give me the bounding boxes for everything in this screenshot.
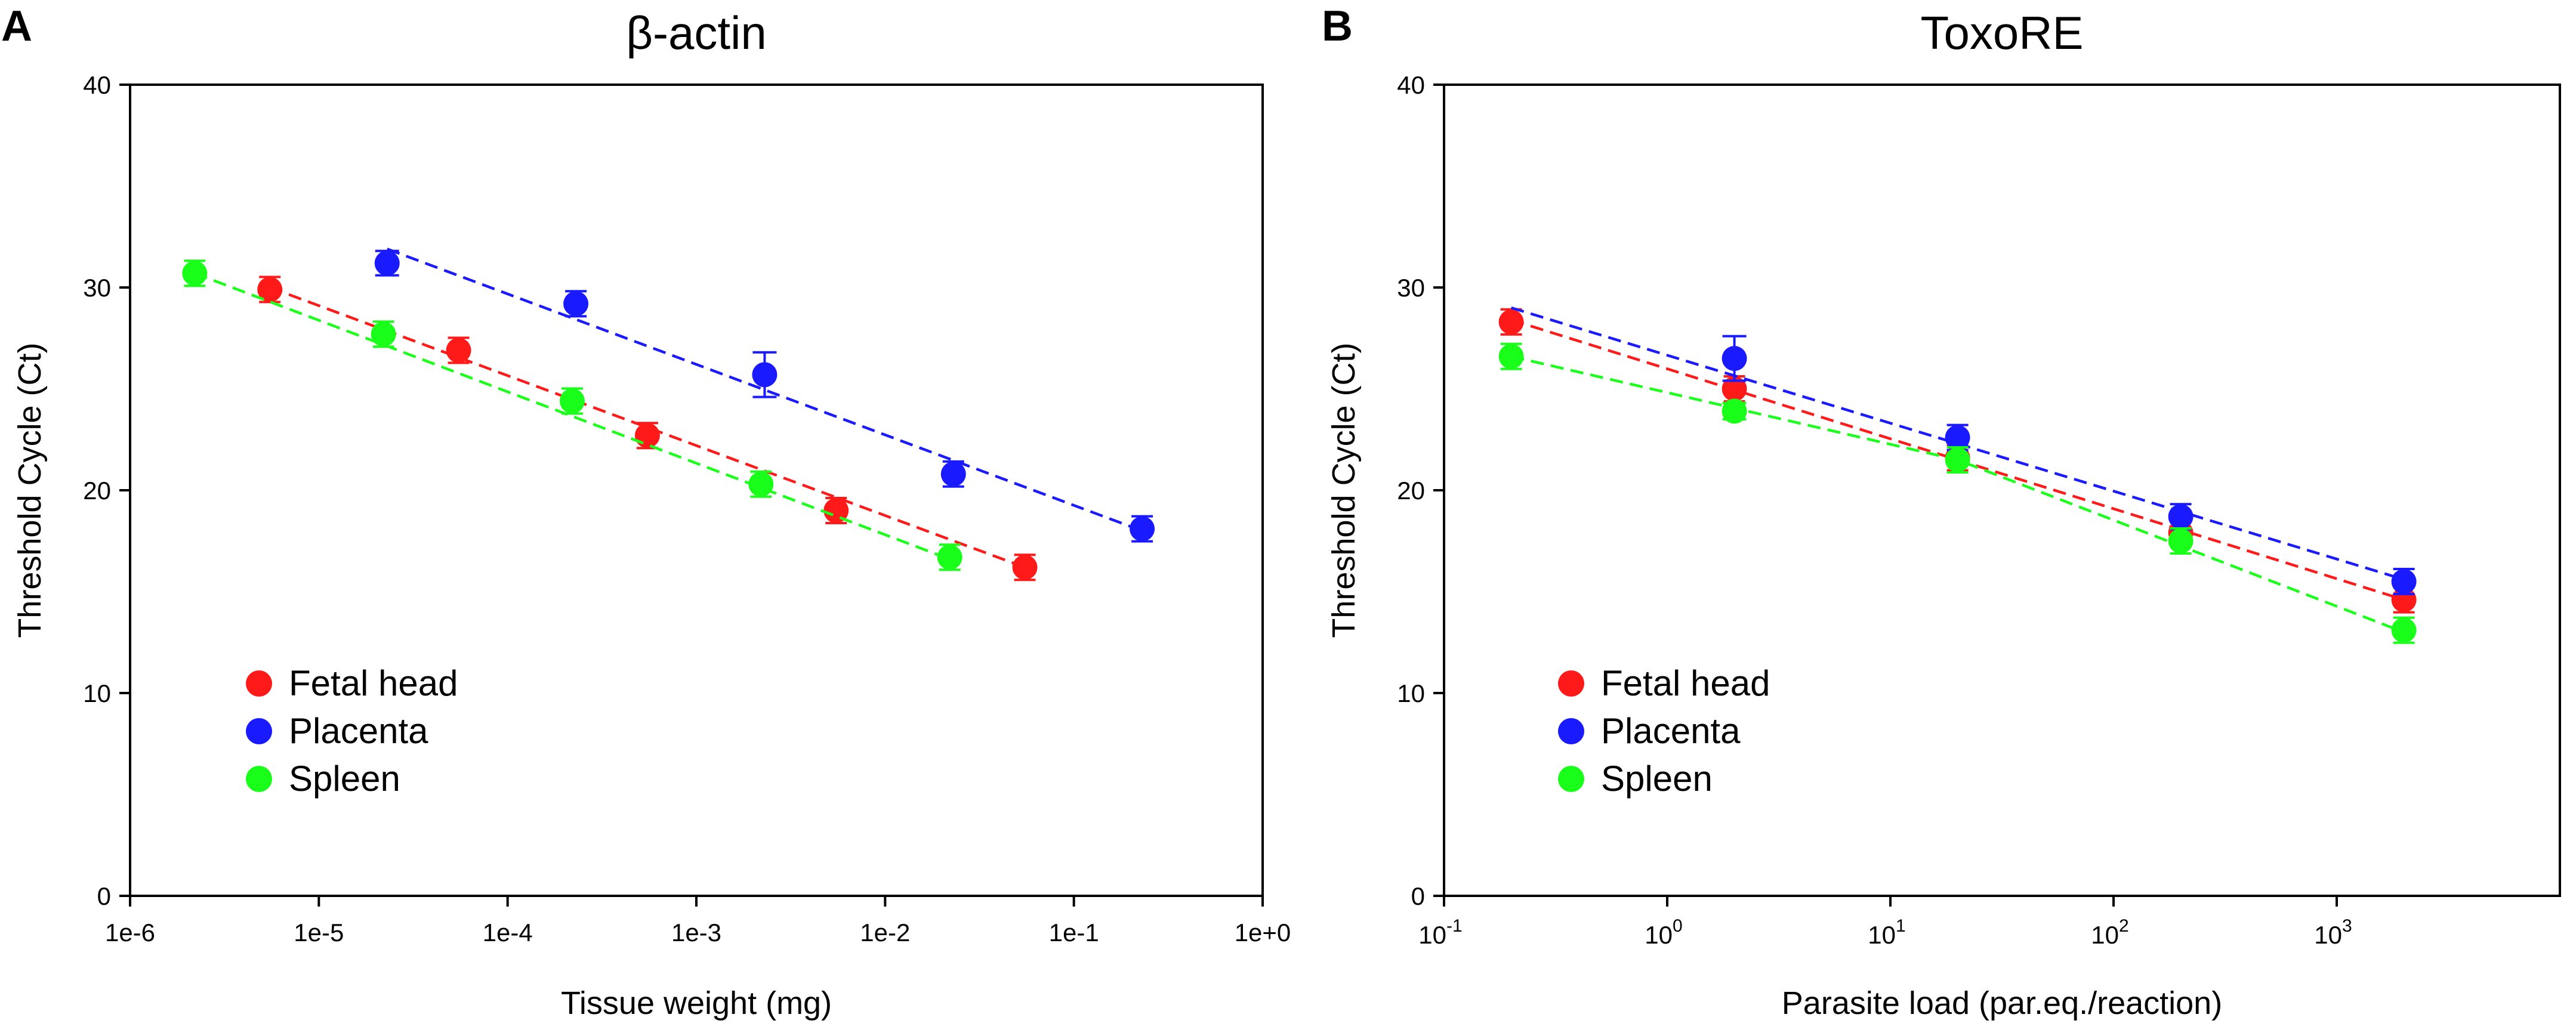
y-tick-label: 20 — [83, 477, 111, 505]
data-point — [257, 277, 283, 302]
legend-marker — [246, 670, 272, 697]
data-point — [937, 545, 962, 570]
legend-marker — [1558, 670, 1584, 697]
x-tick-label: 1e-3 — [671, 919, 721, 947]
x-tick-label: 103 — [2314, 916, 2352, 949]
legend-marker — [246, 718, 272, 744]
fit-line — [1510, 306, 2405, 581]
data-point — [1722, 376, 1747, 401]
x-axis-label: Tissue weight (mg) — [561, 985, 832, 1021]
panel-b: B ToxoRE 0 10 20 30 40 10-1 100 101 102 103 Parasit… — [1322, 2, 2561, 1021]
legend-marker — [246, 766, 272, 792]
data-point — [446, 338, 471, 363]
data-point — [752, 362, 778, 388]
data-point — [1945, 447, 1970, 472]
series-placenta — [374, 248, 1155, 543]
data-point — [1130, 516, 1155, 542]
x-tick-label: 1e-1 — [1049, 919, 1099, 947]
y-tick-label: 40 — [1397, 71, 1425, 99]
x-tick-label: 102 — [2091, 916, 2128, 949]
x-tick-label: 1e-2 — [860, 919, 910, 947]
x-tick-label: 1e-5 — [294, 919, 344, 947]
legend-label: Fetal head — [1601, 663, 1770, 703]
y-tick-label: 20 — [1397, 477, 1425, 505]
y-tick-label: 30 — [83, 274, 111, 302]
data-point — [1012, 555, 1038, 580]
data-point — [1722, 398, 1747, 424]
data-point — [2168, 528, 2194, 553]
data-point — [182, 261, 208, 286]
y-tick-label: 40 — [83, 71, 111, 99]
legend: Fetal head Placenta Spleen — [1558, 663, 1770, 799]
panel-a: A β-actin 0 10 20 30 40 1e-6 1e-5 1e-4 1e-3 1e-2 1e… — [1, 2, 1291, 1021]
fit-line — [194, 272, 951, 561]
data-point — [2168, 504, 2194, 530]
series-placenta — [1510, 306, 2417, 595]
legend-label: Spleen — [289, 759, 400, 799]
legend-label: Spleen — [1601, 759, 1713, 799]
y-tick-label: 10 — [83, 679, 111, 707]
x-tick-label: 100 — [1645, 916, 1682, 949]
y-tick-label: 0 — [1411, 882, 1425, 910]
x-tick-label: 1e-4 — [483, 919, 533, 947]
x-tick-label: 1e-6 — [105, 919, 155, 947]
chart-title: β-actin — [626, 7, 767, 59]
x-axis-label: Parasite load (par.eq./reaction) — [1782, 985, 2222, 1021]
legend: Fetal head Placenta Spleen — [246, 663, 458, 799]
x-tick-label: 101 — [1868, 916, 1905, 949]
x-tick-label: 1e+0 — [1235, 919, 1291, 947]
data-point — [2391, 569, 2417, 594]
data-point — [563, 291, 589, 317]
y-tick-label: 0 — [97, 882, 111, 910]
legend-label: Fetal head — [289, 663, 458, 703]
y-tick-label: 10 — [1397, 679, 1425, 707]
series-spleen — [182, 259, 962, 571]
panel-letter: B — [1322, 2, 1353, 50]
data-point — [1722, 346, 1747, 371]
data-point — [634, 423, 660, 449]
chart-title: ToxoRE — [1920, 7, 2083, 59]
data-point — [1498, 344, 1524, 369]
legend-marker — [1558, 766, 1584, 792]
data-point — [559, 388, 585, 414]
data-point — [940, 461, 966, 487]
data-point — [748, 471, 774, 497]
fit-line — [1511, 355, 2405, 634]
panel-letter: A — [1, 2, 32, 50]
fit-line — [387, 248, 1143, 533]
legend-label: Placenta — [289, 711, 428, 751]
y-axis-label: Threshold Cycle (Ct) — [1326, 342, 1362, 638]
legend-marker — [1558, 718, 1584, 744]
legend-label: Placenta — [1601, 711, 1741, 751]
data-point — [1498, 309, 1524, 335]
data-point — [374, 251, 400, 276]
x-tick-label: 10-1 — [1418, 916, 1462, 949]
series-spleen — [1498, 342, 2417, 644]
y-axis-label: Threshold Cycle (Ct) — [12, 342, 48, 638]
data-point — [823, 498, 849, 523]
data-point — [2391, 617, 2417, 643]
data-point — [1945, 425, 1970, 450]
data-point — [371, 321, 396, 347]
y-tick-label: 30 — [1397, 274, 1425, 302]
